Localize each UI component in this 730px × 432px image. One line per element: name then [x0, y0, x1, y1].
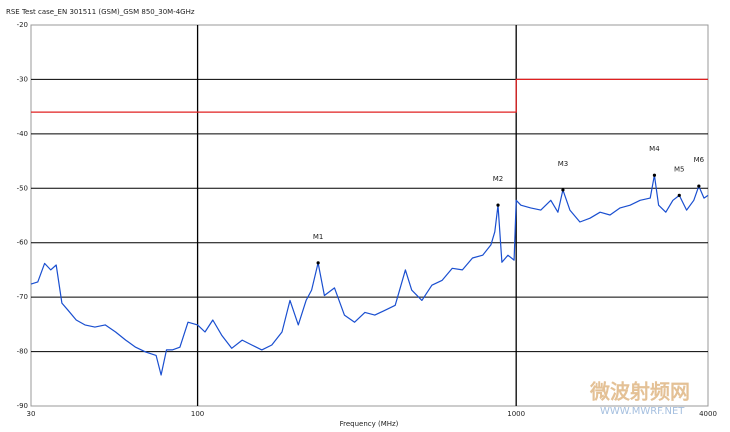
marker-label: M3	[558, 160, 569, 168]
marker-label: M6	[694, 156, 705, 164]
watermark: WWW.MWRF.NET	[600, 406, 685, 417]
y-tick-label: -90	[17, 402, 28, 410]
x-tick-label: 100	[191, 410, 204, 418]
x-tick-label: 30	[27, 410, 36, 418]
watermark: 微波射频网	[589, 380, 690, 404]
x-tick-label: 1000	[507, 410, 525, 418]
marker-point	[561, 188, 565, 192]
chart-title: RSE Test case_EN 301511 (GSM)_GSM 850_30…	[6, 8, 195, 16]
limit-line	[31, 78, 708, 113]
trace-line	[30, 174, 709, 376]
plot-frame	[30, 24, 709, 407]
y-tick-label: -80	[17, 348, 28, 356]
y-tick-label: -30	[17, 75, 28, 83]
marker-point	[697, 184, 701, 188]
y-tick-label: -20	[17, 21, 28, 29]
marker-point	[316, 261, 320, 265]
marker-label: M4	[649, 145, 660, 153]
x-tick-label: 4000	[699, 410, 717, 418]
y-tick-label: -50	[17, 184, 28, 192]
x-axis-label: Frequency (MHz)	[340, 420, 399, 428]
marker-point	[652, 173, 657, 177]
marker-label: M1	[313, 233, 324, 241]
y-tick-label: -40	[17, 130, 28, 138]
marker-point	[677, 193, 681, 197]
marker-label: M5	[674, 165, 685, 173]
y-tick-label: -60	[17, 239, 28, 247]
y-tick-label: -70	[17, 293, 28, 301]
marker-label: M2	[493, 175, 504, 183]
marker-point	[496, 203, 500, 207]
